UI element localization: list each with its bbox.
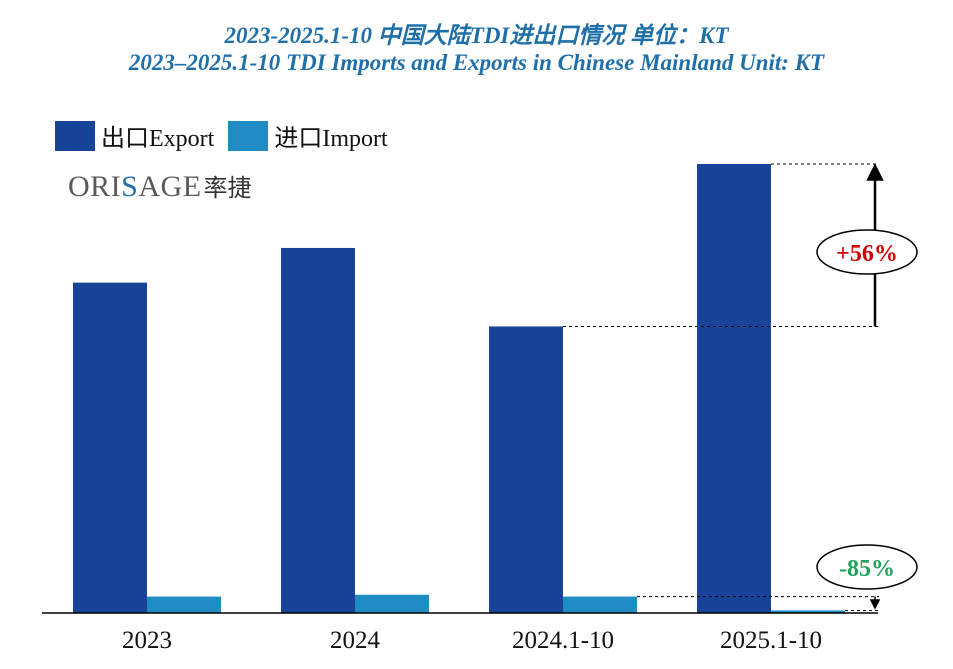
legend-label-import: 进口Import xyxy=(274,126,388,152)
x-tick-labels: 2023 2024 2024.1-10 2025.1-10 xyxy=(122,627,822,654)
logo-cn: 率捷 xyxy=(203,174,252,202)
bar-import-2024 xyxy=(355,594,429,613)
bars-group xyxy=(73,164,845,613)
bar-import-2023 xyxy=(147,596,221,613)
legend-swatch-export xyxy=(55,120,95,151)
bar-export-2025-1-10 xyxy=(697,164,771,613)
bar-export-2023 xyxy=(73,282,147,613)
legend-item-export: 出口Export xyxy=(55,118,214,153)
legend: 出口Export 进口Import xyxy=(55,118,402,153)
legend-swatch-import xyxy=(228,120,269,151)
x-tick-label: 2025.1-10 xyxy=(720,627,822,654)
x-tick-label: 2023 xyxy=(122,627,172,654)
bar-import-2025-1-10 xyxy=(771,610,845,613)
bar-export-2024 xyxy=(281,247,355,613)
annotation-import-change: -85% xyxy=(637,544,918,611)
annotation-export-change: +56% xyxy=(563,163,918,327)
annotation-bubble xyxy=(816,229,918,275)
legend-label-export: 出口Export xyxy=(101,126,215,152)
brand-logo: ORISAGE 率捷 xyxy=(68,168,252,204)
logo-suffix: AGE xyxy=(138,170,202,203)
x-tick-label: 2024.1-10 xyxy=(512,627,614,654)
x-tick-label: 2024 xyxy=(330,627,381,654)
logo-accent: S xyxy=(121,170,139,203)
chart-title-cn: 2023-2025.1-10 中国大陆TDI进出口情况 单位：KT xyxy=(224,23,729,48)
annotation-bubble xyxy=(816,544,918,590)
annotation-label: -85% xyxy=(839,556,895,582)
logo-wordmark: ORISAGE xyxy=(68,170,202,204)
legend-item-import: 进口Import xyxy=(228,118,388,153)
logo-prefix: ORI xyxy=(68,170,122,203)
chart-title-en: 2023–2025.1-10 TDI Imports and Exports i… xyxy=(128,50,825,75)
annotations-group: +56% -85% xyxy=(563,163,918,611)
annotation-label: +56% xyxy=(836,241,898,267)
bar-export-2024-1-10 xyxy=(489,326,563,613)
bar-import-2024-1-10 xyxy=(563,596,637,613)
